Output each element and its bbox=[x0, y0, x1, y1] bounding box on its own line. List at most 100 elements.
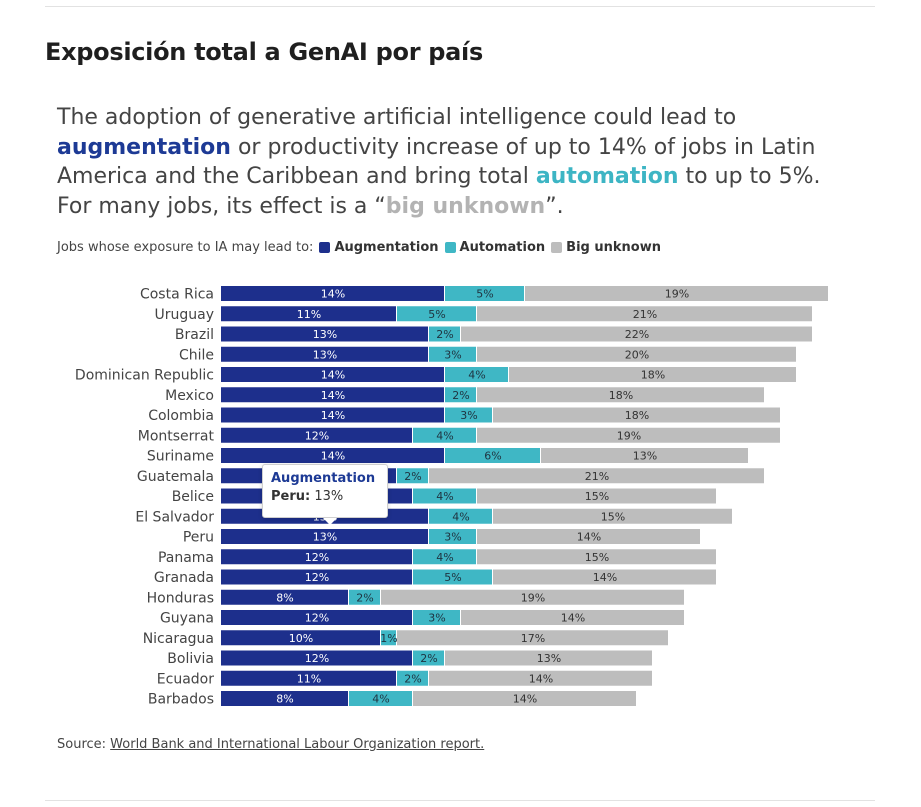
bar-automation-chile[interactable] bbox=[429, 346, 476, 362]
bar-automation-brazil[interactable] bbox=[429, 326, 460, 342]
bar-big-unknown-bolivia[interactable] bbox=[445, 650, 652, 666]
tooltip-pointer bbox=[323, 518, 337, 525]
data-label-big-unknown-ecuador: 14% bbox=[529, 672, 553, 685]
bar-automation-costa-rica[interactable] bbox=[445, 286, 524, 301]
bar-augmentation-chile[interactable] bbox=[221, 346, 428, 362]
category-label-mexico: Mexico bbox=[165, 388, 214, 404]
bar-augmentation-suriname[interactable] bbox=[221, 448, 444, 463]
bar-augmentation-mexico[interactable] bbox=[221, 387, 444, 403]
bar-automation-guatemala[interactable] bbox=[397, 468, 428, 484]
bar-augmentation-uruguay[interactable] bbox=[221, 306, 396, 322]
bar-augmentation-guyana[interactable] bbox=[221, 610, 412, 625]
category-label-belice: Belice bbox=[172, 489, 214, 505]
bar-augmentation-montserrat[interactable] bbox=[221, 427, 412, 443]
data-label-big-unknown-colombia: 18% bbox=[625, 409, 649, 422]
data-label-automation-granada: 5% bbox=[444, 571, 461, 584]
data-label-big-unknown-costa-rica: 19% bbox=[665, 288, 689, 301]
bar-automation-ecuador[interactable] bbox=[397, 670, 428, 686]
bar-big-unknown-montserrat[interactable] bbox=[477, 427, 780, 443]
data-label-big-unknown-el-salvador: 15% bbox=[601, 510, 625, 523]
bar-automation-colombia[interactable] bbox=[445, 407, 492, 423]
bar-augmentation-colombia[interactable] bbox=[221, 407, 444, 423]
data-label-automation-costa-rica: 5% bbox=[476, 288, 493, 301]
bar-big-unknown-el-salvador[interactable] bbox=[493, 508, 732, 524]
category-label-costa-rica: Costa Rica bbox=[140, 287, 214, 303]
bar-big-unknown-ecuador[interactable] bbox=[429, 670, 652, 686]
bar-big-unknown-belice[interactable] bbox=[477, 488, 716, 504]
bar-augmentation-dominican-republic[interactable] bbox=[221, 367, 444, 382]
bar-automation-guyana[interactable] bbox=[413, 610, 460, 625]
bar-automation-dominican-republic[interactable] bbox=[445, 367, 508, 382]
data-label-augmentation-mexico: 14% bbox=[321, 389, 345, 402]
data-label-automation-uruguay: 5% bbox=[428, 308, 445, 321]
data-label-big-unknown-dominican-republic: 18% bbox=[641, 369, 665, 382]
bar-automation-honduras[interactable] bbox=[349, 589, 380, 605]
source-link[interactable]: World Bank and International Labour Orga… bbox=[110, 737, 485, 752]
bar-big-unknown-nicaragua[interactable] bbox=[397, 630, 668, 646]
lead-paragraph: The adoption of generative artificial in… bbox=[57, 103, 857, 221]
bar-augmentation-granada[interactable] bbox=[221, 569, 412, 585]
category-label-montserrat: Montserrat bbox=[138, 428, 215, 444]
bar-big-unknown-honduras[interactable] bbox=[381, 589, 684, 605]
bar-augmentation-ecuador[interactable] bbox=[221, 670, 396, 686]
data-label-augmentation-uruguay: 11% bbox=[297, 308, 321, 321]
bar-big-unknown-granada[interactable] bbox=[493, 569, 716, 585]
bar-automation-peru[interactable] bbox=[429, 529, 476, 544]
bar-big-unknown-uruguay[interactable] bbox=[477, 306, 812, 322]
bar-big-unknown-colombia[interactable] bbox=[493, 407, 780, 423]
legend-item-automation[interactable]: Automation bbox=[444, 240, 545, 255]
bar-big-unknown-barbados[interactable] bbox=[413, 691, 636, 706]
lead-keyword-automation: automation bbox=[535, 164, 679, 189]
bar-augmentation-peru[interactable] bbox=[221, 529, 428, 544]
data-label-augmentation-chile: 13% bbox=[313, 348, 337, 361]
bar-automation-uruguay[interactable] bbox=[397, 306, 476, 322]
data-label-automation-colombia: 3% bbox=[460, 409, 477, 422]
bar-automation-suriname[interactable] bbox=[445, 448, 540, 463]
data-label-augmentation-bolivia: 12% bbox=[305, 652, 329, 665]
bar-big-unknown-chile[interactable] bbox=[477, 346, 796, 362]
bar-automation-el-salvador[interactable] bbox=[429, 508, 492, 524]
bar-augmentation-barbados[interactable] bbox=[221, 691, 348, 706]
bar-big-unknown-suriname[interactable] bbox=[541, 448, 748, 463]
bar-automation-bolivia[interactable] bbox=[413, 650, 444, 666]
data-label-automation-peru: 3% bbox=[444, 531, 461, 544]
bar-big-unknown-peru[interactable] bbox=[477, 529, 700, 544]
data-label-automation-bolivia: 2% bbox=[420, 652, 437, 665]
data-label-big-unknown-chile: 20% bbox=[625, 348, 649, 361]
bar-augmentation-nicaragua[interactable] bbox=[221, 630, 380, 646]
data-label-big-unknown-montserrat: 19% bbox=[617, 429, 641, 442]
data-label-automation-suriname: 6% bbox=[484, 450, 501, 463]
bar-augmentation-bolivia[interactable] bbox=[221, 650, 412, 666]
category-label-uruguay: Uruguay bbox=[155, 307, 215, 323]
tooltip-body: Peru: 13% bbox=[271, 489, 387, 504]
stacked-bar-chart: Costa Rica 14% 5% 19% Uruguay 11% 5% 21% Brazil 1… bbox=[75, 286, 828, 708]
data-label-augmentation-colombia: 14% bbox=[321, 409, 345, 422]
data-label-big-unknown-guyana: 14% bbox=[561, 612, 585, 625]
bar-augmentation-honduras[interactable] bbox=[221, 589, 348, 605]
category-label-panama: Panama bbox=[158, 550, 214, 566]
bar-automation-belice[interactable] bbox=[413, 488, 476, 504]
bar-augmentation-brazil[interactable] bbox=[221, 326, 428, 342]
bar-automation-mexico[interactable] bbox=[445, 387, 476, 403]
bar-big-unknown-panama[interactable] bbox=[477, 549, 716, 565]
category-label-honduras: Honduras bbox=[147, 590, 214, 606]
legend-item-big-unknown[interactable]: Big unknown bbox=[551, 240, 661, 255]
bar-automation-panama[interactable] bbox=[413, 549, 476, 565]
bar-big-unknown-brazil[interactable] bbox=[461, 326, 812, 342]
data-label-big-unknown-uruguay: 21% bbox=[633, 308, 657, 321]
bar-automation-nicaragua[interactable] bbox=[381, 630, 396, 646]
bar-big-unknown-costa-rica[interactable] bbox=[525, 286, 828, 301]
bar-big-unknown-guatemala[interactable] bbox=[429, 468, 764, 484]
bar-augmentation-costa-rica[interactable] bbox=[221, 286, 444, 301]
bar-big-unknown-mexico[interactable] bbox=[477, 387, 764, 403]
legend-item-augmentation[interactable]: Augmentation bbox=[319, 240, 439, 255]
legend-label-augmentation: Augmentation bbox=[334, 240, 439, 255]
bar-automation-montserrat[interactable] bbox=[413, 427, 476, 443]
bar-big-unknown-guyana[interactable] bbox=[461, 610, 684, 625]
bar-augmentation-panama[interactable] bbox=[221, 549, 412, 565]
data-label-automation-guyana: 3% bbox=[428, 612, 445, 625]
category-label-colombia: Colombia bbox=[148, 408, 214, 424]
bar-big-unknown-dominican-republic[interactable] bbox=[509, 367, 796, 382]
bar-automation-barbados[interactable] bbox=[349, 691, 412, 706]
bar-automation-granada[interactable] bbox=[413, 569, 492, 585]
